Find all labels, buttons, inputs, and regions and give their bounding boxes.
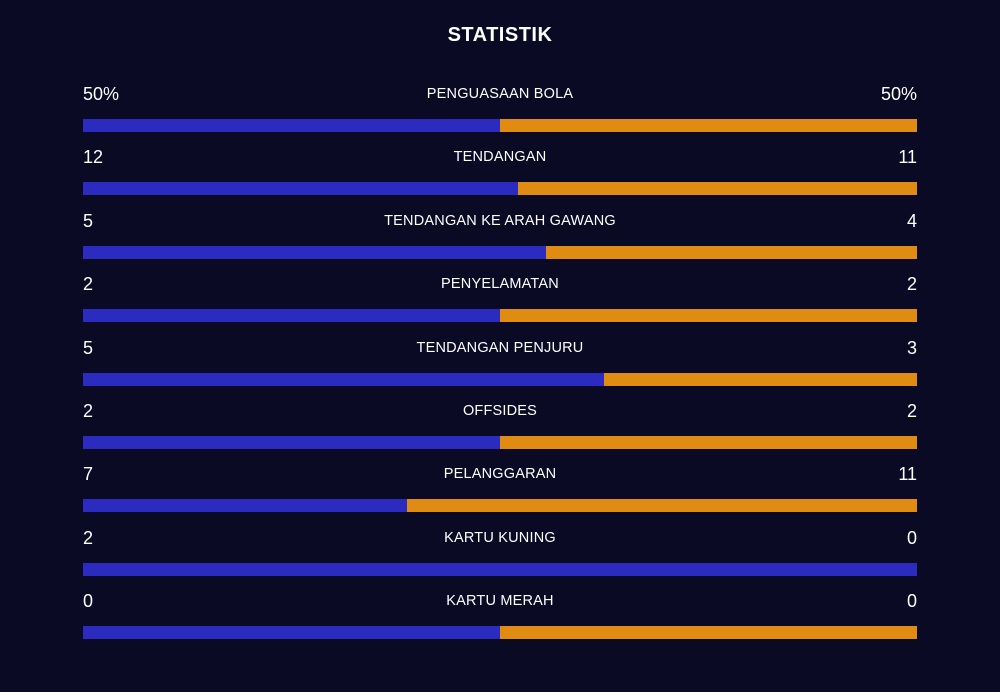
comparison-bar (83, 626, 917, 640)
away-bar (500, 435, 917, 449)
comparison-bar (83, 499, 917, 513)
home-value: 0 (83, 591, 94, 612)
away-value: 2 (906, 400, 917, 421)
stat-row-yellow-cards: 2 KARTU KUNING 0 (83, 526, 917, 589)
home-bar (83, 562, 917, 576)
home-bar (83, 499, 408, 513)
home-value: 2 (83, 527, 94, 548)
comparison-bar (83, 119, 917, 132)
home-value: 2 (83, 274, 94, 295)
stat-row-shots: 12 TENDANGAN 11 (83, 145, 917, 208)
away-value: 3 (906, 337, 917, 358)
stat-row-shots-on-target: 5 TENDANGAN KE ARAH GAWANG 4 (83, 209, 917, 272)
stat-row-possession: 50% PENGUASAAN BOLA 50% (83, 82, 917, 145)
home-bar (83, 119, 500, 132)
away-value: 0 (906, 527, 917, 548)
home-value: 5 (83, 337, 94, 358)
comparison-bar (83, 182, 917, 196)
away-bar (518, 182, 917, 196)
stat-label: KARTU MERAH (446, 593, 554, 610)
stat-label: PENYELAMATAN (441, 276, 559, 293)
stat-row-fouls: 7 PELANGGARAN 11 (83, 462, 917, 525)
away-value: 4 (906, 210, 917, 231)
home-value: 7 (83, 464, 94, 485)
home-bar (83, 435, 500, 449)
home-bar (83, 372, 605, 386)
comparison-bar (83, 435, 917, 449)
stat-row-corners: 5 TENDANGAN PENJURU 3 (83, 336, 917, 399)
away-bar (407, 499, 917, 513)
stat-label: OFFSIDES (462, 402, 538, 419)
stat-row-offsides: 2 OFFSIDES 2 (83, 399, 917, 462)
page-title: STATISTIK (447, 24, 553, 46)
comparison-bar (83, 562, 917, 576)
away-value: 50% (880, 84, 917, 104)
stat-label: KARTU KUNING (444, 529, 556, 546)
comparison-bar (83, 245, 917, 259)
stat-row-red-cards: 0 KARTU MERAH 0 (83, 589, 917, 652)
home-value: 12 (83, 147, 104, 168)
away-value: 0 (906, 591, 917, 612)
away-bar (500, 119, 917, 132)
away-value: 11 (898, 464, 917, 485)
stat-label: TENDANGAN (453, 149, 547, 166)
comparison-bar (83, 372, 917, 386)
home-value: 2 (83, 400, 94, 421)
home-bar (83, 245, 547, 259)
home-bar (83, 626, 500, 640)
away-bar (500, 626, 917, 640)
stat-label: TENDANGAN PENJURU (416, 339, 584, 356)
away-bar (604, 372, 917, 386)
away-bar (546, 245, 917, 259)
home-value: 5 (83, 210, 94, 231)
away-value: 11 (898, 147, 917, 168)
stat-label: TENDANGAN KE ARAH GAWANG (384, 212, 616, 229)
home-bar (83, 309, 500, 323)
away-value: 2 (906, 274, 917, 295)
home-bar (83, 182, 519, 196)
stat-label: PENGUASAAN BOLA (426, 86, 574, 102)
stat-label: PELANGGARAN (443, 466, 557, 483)
comparison-bar (83, 309, 917, 323)
away-bar (500, 309, 917, 323)
stats-list: 50% PENGUASAAN BOLA 50% 12 TENDANGAN 11 … (83, 82, 917, 653)
home-value: 50% (83, 84, 120, 104)
stat-row-saves: 2 PENYELAMATAN 2 (83, 272, 917, 335)
